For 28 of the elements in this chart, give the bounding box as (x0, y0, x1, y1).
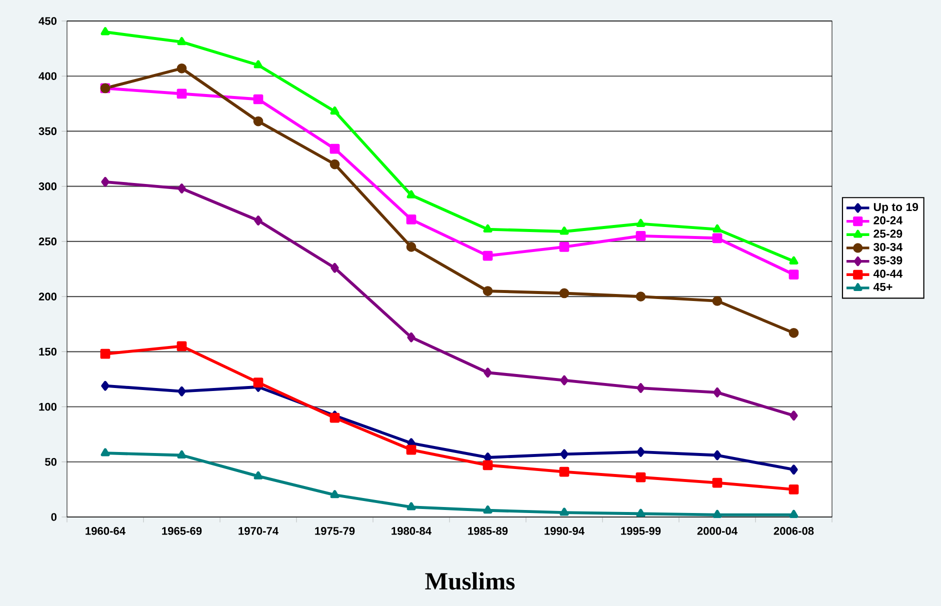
x-tick-label: 1985-89 (468, 527, 508, 535)
y-tick-label: 450 (38, 17, 57, 25)
x-tick-label: 1970-74 (238, 527, 278, 535)
x-tick-label: 1995-99 (621, 527, 661, 535)
y-tick-label: 100 (39, 402, 57, 411)
x-tick-label: 2000-04 (697, 527, 738, 535)
y-tick-label: 200 (38, 292, 57, 300)
y-tick-label: 50 (44, 458, 57, 466)
x-tick-label: 2006-08 (774, 527, 814, 535)
legend-label: 40-44 (873, 270, 903, 278)
x-tick-label: 1965-69 (162, 527, 202, 535)
legend-label: 35-39 (874, 256, 902, 264)
text: Muslims (425, 572, 515, 590)
x-tick-label: 1975-79 (315, 527, 355, 535)
x-tick-label: 1960-64 (86, 527, 126, 535)
y-tick-label: 250 (38, 238, 57, 246)
x-tick-label: 1980-84 (392, 527, 432, 535)
legend-label: Up to 19 (874, 202, 918, 214)
y-tick-label: 400 (38, 72, 57, 80)
y-tick-label: 350 (38, 127, 57, 136)
y-tick-label: 0 (51, 513, 57, 521)
legend-label: 25-29 (874, 230, 902, 238)
legend-label: 30-34 (874, 242, 903, 252)
y-tick-label: 150 (39, 348, 57, 356)
x-tick-label: 1990-94 (544, 527, 584, 535)
legend-label: 20-24 (874, 216, 903, 224)
y-tick-label: 300 (38, 182, 57, 190)
legend-label: 45+ (873, 282, 892, 291)
